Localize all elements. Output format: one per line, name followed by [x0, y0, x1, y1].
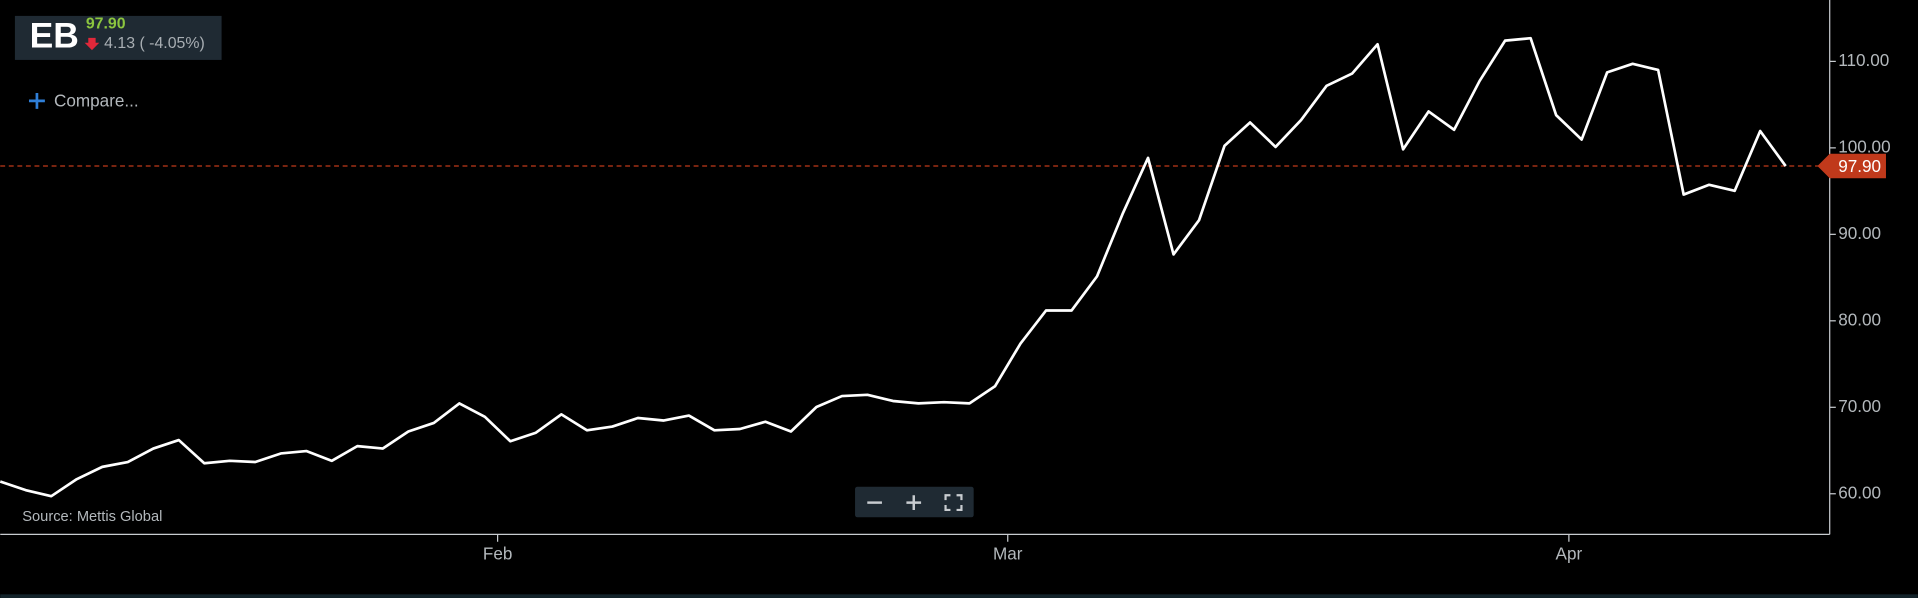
plus-icon	[28, 92, 45, 109]
y-tick-label: 80.00	[1838, 310, 1881, 329]
bottom-border	[0, 594, 1918, 598]
y-tick-label: 60.00	[1838, 483, 1881, 502]
compare-label: Compare...	[54, 92, 139, 111]
fullscreen[interactable]	[944, 494, 963, 512]
zoom-controls	[855, 486, 974, 518]
ticker: EB	[30, 15, 79, 55]
price-line	[0, 36, 1787, 498]
price-marker	[1817, 153, 1886, 179]
ticker-bg	[14, 15, 222, 60]
price-marker-label: 97.90	[1838, 157, 1881, 176]
x-tick-label: Feb	[483, 545, 512, 564]
x-tick-label: Mar	[993, 545, 1023, 564]
y-tick-label: 90.00	[1838, 224, 1881, 243]
zoom-in[interactable]	[906, 495, 922, 510]
ticker-box[interactable]: EB 97.90 4.13 ( -4.05%)	[14, 15, 222, 60]
source: Source: Mettis Global	[22, 509, 162, 525]
y-tick-label: 100.00	[1838, 137, 1890, 156]
price: 97.90	[86, 16, 126, 33]
y-tick-label: 70.00	[1838, 397, 1881, 416]
change: 4.13 ( -4.05%)	[104, 35, 205, 52]
y-tick-label: 110.00	[1838, 51, 1889, 70]
down-arrow	[84, 37, 100, 51]
compare-button[interactable]: Compare...	[28, 92, 139, 111]
x-tick-label: Apr	[1556, 545, 1583, 564]
